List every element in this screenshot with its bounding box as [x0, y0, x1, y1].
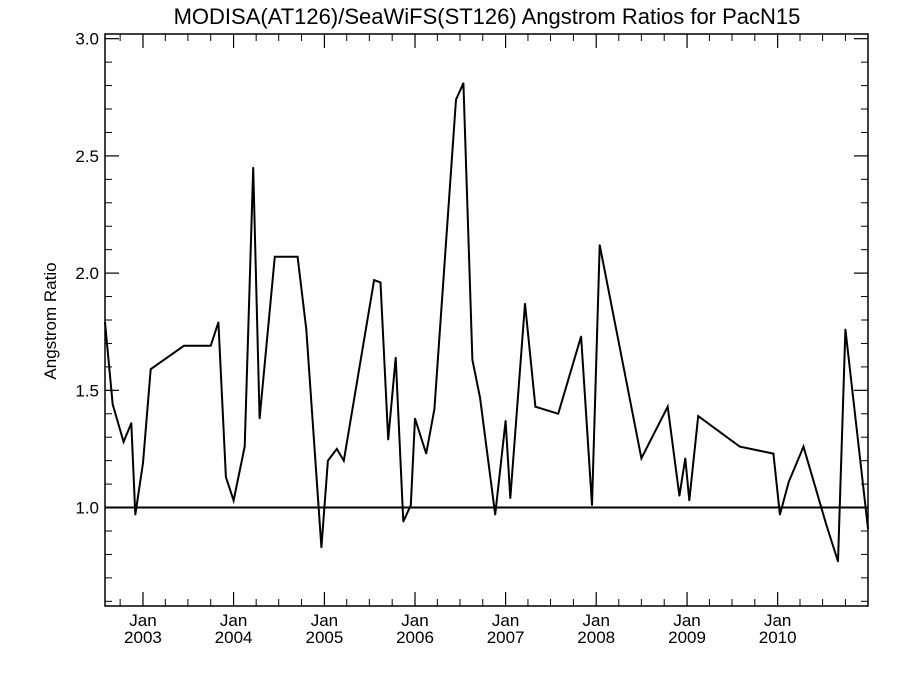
data-point	[504, 420, 507, 422]
data-point	[678, 495, 681, 497]
data-point	[134, 513, 137, 516]
x-tick-year-label: 2010	[759, 628, 797, 647]
data-point	[825, 523, 827, 525]
data-point	[296, 255, 299, 258]
plot-frame	[104, 33, 869, 607]
data-point	[414, 417, 416, 420]
data-point	[320, 546, 323, 549]
series-group	[104, 82, 869, 563]
data-point	[580, 335, 582, 338]
data-point	[697, 415, 699, 417]
data-point	[524, 302, 526, 305]
data-point	[802, 445, 805, 448]
y-tick-label: 2.5	[75, 147, 99, 166]
data-point	[738, 445, 741, 448]
data-point	[111, 403, 114, 406]
data-point	[252, 166, 254, 169]
data-point	[410, 504, 412, 507]
data-point	[305, 328, 308, 331]
data-point	[232, 499, 235, 502]
data-point	[837, 560, 839, 563]
y-tick-label: 1.5	[75, 381, 99, 400]
data-point	[104, 321, 106, 324]
x-tick-year-label: 2007	[487, 628, 525, 647]
x-tick-year-label: 2004	[215, 628, 253, 647]
x-tick-year-label: 2009	[668, 628, 706, 647]
data-point	[122, 441, 125, 443]
data-point	[402, 520, 405, 523]
data-point	[788, 481, 790, 483]
x-tick-month-label: Jan	[582, 611, 609, 630]
x-tick-month-label: Jan	[311, 611, 338, 630]
x-tick-year-label: 2003	[124, 628, 162, 647]
data-point	[425, 452, 428, 455]
data-point	[274, 255, 276, 258]
data-point	[867, 527, 869, 530]
x-axis-ticks: Jan2003Jan2004Jan2005Jan2006Jan2007Jan20…	[119, 34, 846, 647]
x-tick-month-label: Jan	[673, 611, 700, 630]
data-point	[479, 396, 481, 399]
x-tick-year-label: 2008	[577, 628, 615, 647]
y-tick-label: 1.0	[75, 499, 99, 518]
data-point	[343, 459, 345, 462]
data-point	[394, 356, 397, 359]
data-point	[494, 513, 497, 516]
data-point	[183, 345, 185, 347]
data-point	[591, 504, 593, 507]
data-point	[772, 452, 775, 455]
data-point	[462, 82, 465, 84]
data-point	[779, 513, 781, 516]
data-point	[243, 445, 246, 448]
data-point	[327, 459, 329, 462]
data-point	[130, 422, 133, 424]
y-tick-label: 3.0	[75, 30, 99, 49]
x-tick-month-label: Jan	[492, 611, 519, 630]
data-point	[217, 321, 220, 324]
data-point	[688, 499, 691, 502]
data-point	[433, 408, 436, 410]
x-tick-month-label: Jan	[401, 611, 428, 630]
data-point	[455, 98, 457, 101]
data-point	[666, 405, 669, 408]
data-point	[373, 279, 375, 281]
data-point	[844, 328, 847, 331]
data-point	[640, 457, 643, 460]
data-point	[471, 359, 474, 361]
y-axis-ticks: 1.0 1.5 2.0 2.5 3.0	[75, 30, 868, 602]
y-axis-label: Angstrom Ratio	[41, 262, 60, 379]
x-tick-year-label: 2006	[396, 628, 434, 647]
data-point	[258, 417, 261, 420]
data-point	[598, 244, 601, 246]
y-tick-label: 2.0	[75, 264, 99, 283]
data-point	[557, 413, 559, 415]
chart-title: MODISA(AT126)/SeaWiFS(ST126) Angstrom Ra…	[174, 4, 801, 29]
x-tick-month-label: Jan	[764, 611, 791, 630]
data-point	[225, 476, 227, 478]
data-point	[209, 345, 212, 347]
data-point	[379, 281, 382, 284]
data-point	[534, 405, 537, 408]
data-point	[509, 497, 512, 500]
series-line	[104, 82, 869, 562]
data-point	[336, 448, 338, 450]
data-point	[149, 368, 152, 371]
x-tick-month-label: Jan	[220, 611, 247, 630]
x-tick-month-label: Jan	[129, 611, 156, 630]
data-point	[387, 438, 390, 441]
data-point	[684, 457, 687, 460]
data-point	[142, 462, 144, 464]
x-tick-year-label: 2005	[306, 628, 344, 647]
